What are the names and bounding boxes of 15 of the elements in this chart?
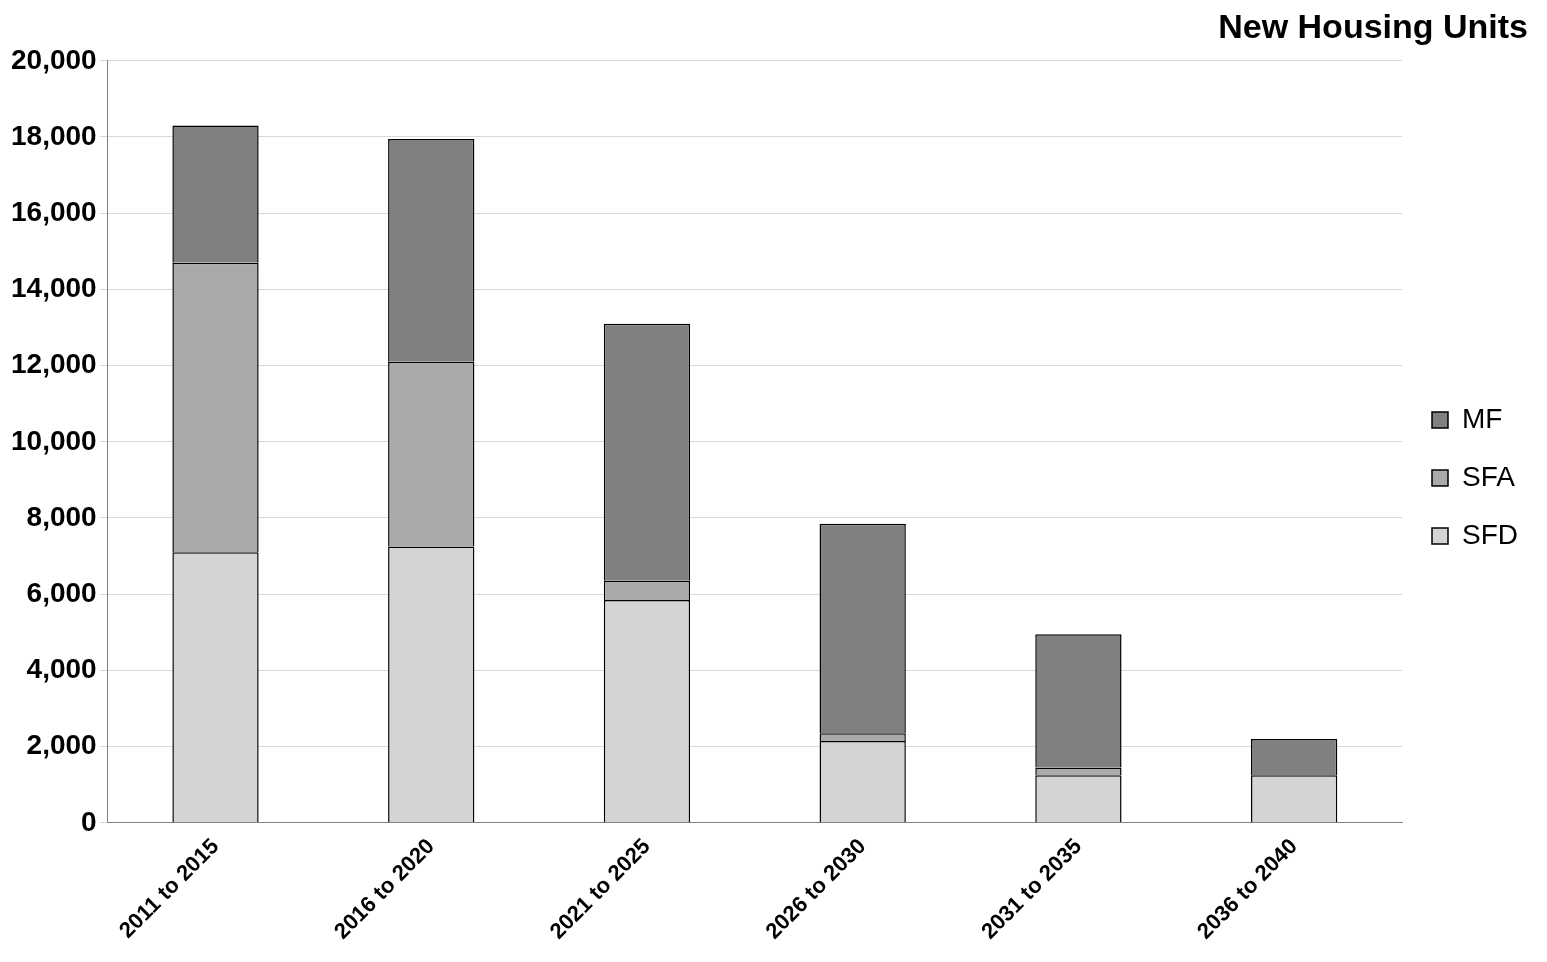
y-tick-label: 14,000 xyxy=(11,272,97,304)
y-tick-label: 12,000 xyxy=(11,348,97,380)
y-tick-label: 8,000 xyxy=(26,500,97,532)
y-tick-label: 10,000 xyxy=(11,424,97,456)
legend-label: SFD xyxy=(1462,518,1518,550)
y-tick-label: 6,000 xyxy=(26,576,97,608)
y-tick-label: 20,000 xyxy=(11,43,97,75)
y-tick-label: 4,000 xyxy=(26,653,97,685)
y-tick-label: 2,000 xyxy=(26,729,97,761)
y-tick-label: 18,000 xyxy=(11,119,97,151)
y-tick-label: 16,000 xyxy=(11,195,97,227)
chart-title: New Housing Units xyxy=(1218,6,1528,45)
legend-label: SFA xyxy=(1462,460,1516,492)
legend-label: MF xyxy=(1462,402,1503,434)
y-tick-label: 0 xyxy=(81,805,97,837)
